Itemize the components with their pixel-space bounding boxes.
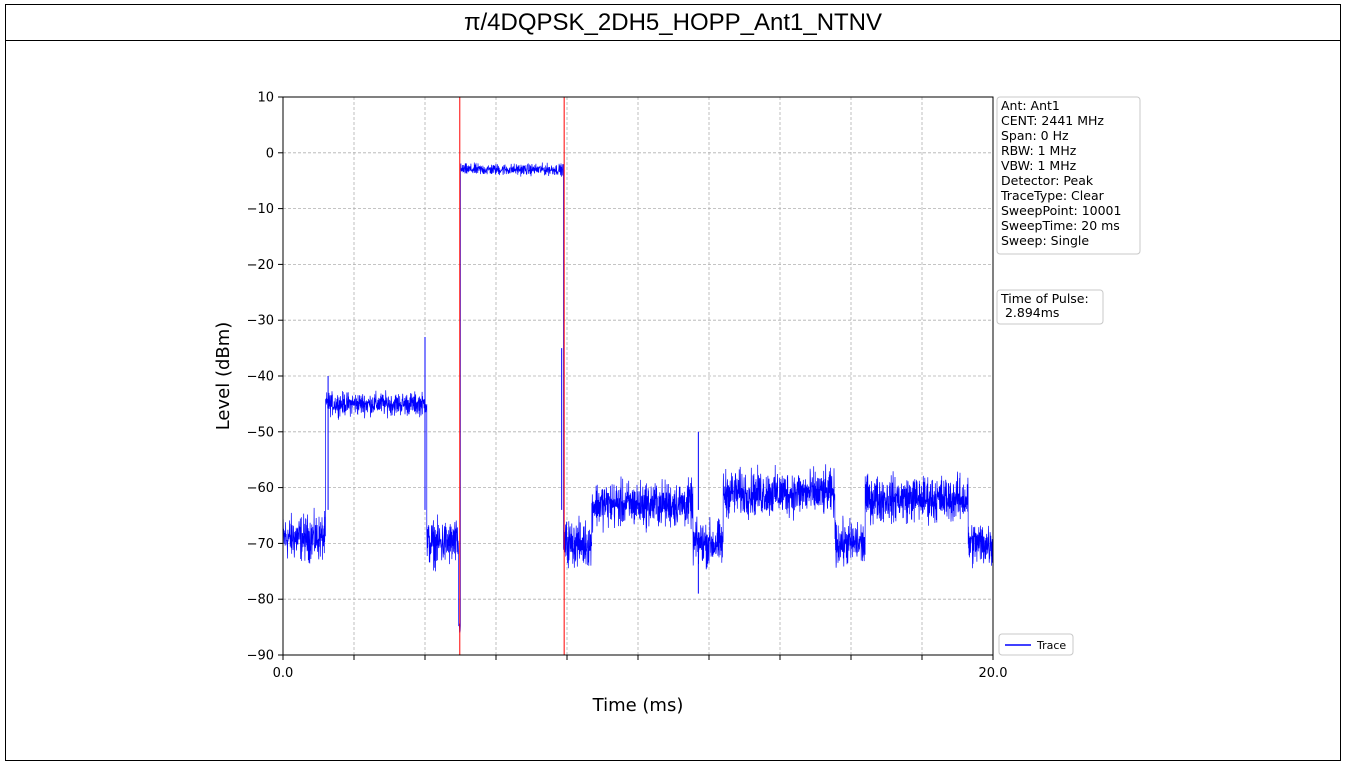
x-tick-label: 20.0 <box>979 666 1008 681</box>
info-line: Sweep: Single <box>1001 233 1089 248</box>
info-line: CENT: 2441 MHz <box>1001 113 1104 128</box>
pulse-box: Time of Pulse: 2.894ms <box>996 289 1104 325</box>
marker-lines <box>459 97 565 655</box>
info-line: VBW: 1 MHz <box>1001 158 1077 173</box>
trace-series <box>282 162 994 633</box>
y-tick-label: −10 <box>247 202 274 217</box>
info-line: Ant: Ant1 <box>1001 98 1060 113</box>
info-line: Span: 0 Hz <box>1001 128 1069 143</box>
pulse-line: 2.894ms <box>1001 305 1059 320</box>
y-tick-label: −40 <box>247 370 274 385</box>
info-line: TraceType: Clear <box>1000 188 1105 203</box>
legend-entry-trace: Trace <box>1036 639 1066 652</box>
y-tick-label: 0 <box>266 146 274 161</box>
legend: Trace <box>998 633 1074 656</box>
grid-lines <box>283 97 993 655</box>
y-tick-label: −90 <box>247 649 274 664</box>
y-tick-label: −50 <box>247 425 274 440</box>
info-line: SweepTime: 20 ms <box>1001 218 1120 233</box>
page-title: π/4DQPSK_2DH5_HOPP_Ant1_NTNV <box>6 5 1340 41</box>
x-tick-label: 0.0 <box>273 666 294 681</box>
y-tick-label: −70 <box>247 537 274 552</box>
x-axis: 0.0 20.0 <box>273 655 1008 681</box>
y-tick-label: −20 <box>247 258 274 273</box>
y-tick-label: −60 <box>247 481 274 496</box>
y-axis-label: Level (dBm) <box>213 322 234 431</box>
info-line: SweepPoint: 10001 <box>1001 203 1121 218</box>
y-tick-label: −30 <box>247 314 274 329</box>
x-axis-label: Time (ms) <box>592 695 684 716</box>
y-axis: 10 0 −10 −20 −30 −40 −50 −60 −70 −80 −90 <box>247 91 283 664</box>
y-tick-label: −80 <box>247 593 274 608</box>
y-tick-label: 10 <box>257 91 274 106</box>
info-line: RBW: 1 MHz <box>1001 143 1077 158</box>
info-line: Detector: Peak <box>1001 173 1094 188</box>
pulse-line: Time of Pulse: <box>1000 291 1089 306</box>
trace-line <box>282 162 994 633</box>
